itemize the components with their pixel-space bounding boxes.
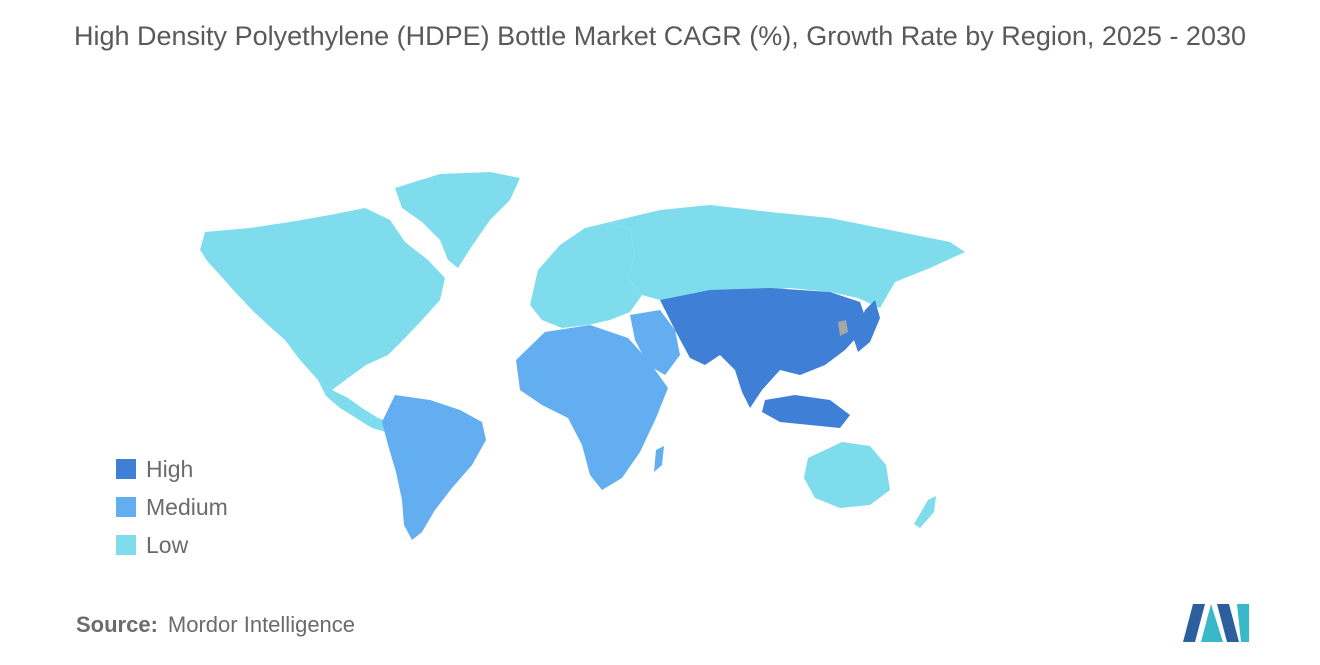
chart-title: High Density Polyethylene (HDPE) Bottle … [74, 21, 1246, 51]
region-australia [804, 442, 890, 508]
region-russia [610, 205, 965, 310]
source-value: Mordor Intelligence [167, 612, 356, 637]
legend-swatch-medium [116, 497, 136, 517]
region-no-data [838, 320, 848, 336]
world-map [200, 172, 965, 540]
region-greenland [395, 172, 520, 268]
map-legend: High Medium Low [116, 450, 228, 564]
legend-label-low: Low [146, 531, 189, 558]
region-north-america [200, 208, 445, 390]
source-label: Source: [76, 612, 158, 637]
region-europe [530, 222, 642, 328]
legend-item-medium: Medium [116, 488, 228, 526]
legend-label-high: High [146, 455, 194, 482]
legend-label-medium: Medium [146, 493, 228, 520]
mordor-intelligence-logo-icon [1183, 604, 1249, 642]
region-madagascar [654, 446, 664, 472]
region-southeast-asia-islands [762, 395, 850, 428]
legend-swatch-high [116, 459, 136, 479]
region-central-america [318, 380, 390, 432]
legend-item-high: High [116, 450, 228, 488]
region-south-america [382, 395, 486, 540]
region-new-zealand [914, 496, 936, 528]
region-middle-east [630, 310, 680, 375]
region-japan [854, 300, 880, 352]
legend-swatch-low [116, 535, 136, 555]
legend-item-low: Low [116, 526, 228, 564]
region-africa [516, 325, 668, 490]
region-asia-pacific [660, 288, 868, 408]
source-note: Source: Mordor Intelligence [76, 612, 355, 638]
